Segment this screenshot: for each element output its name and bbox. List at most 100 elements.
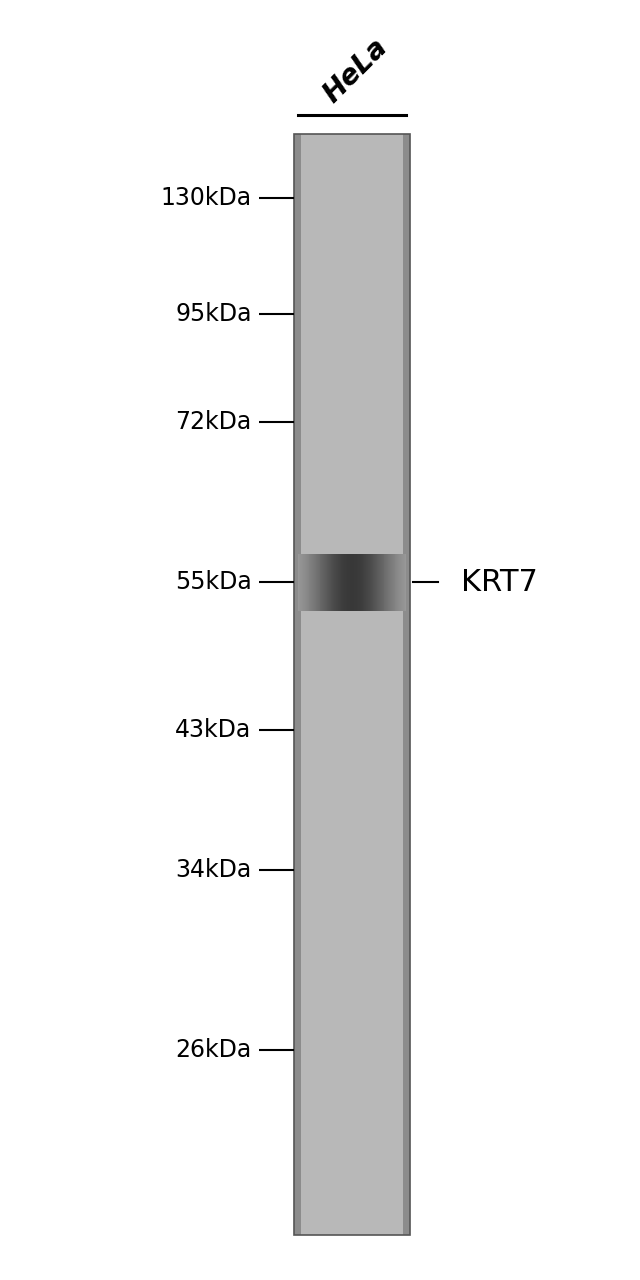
Text: KRT7: KRT7	[461, 568, 538, 596]
Bar	[353, 554, 355, 611]
Bar	[310, 554, 311, 611]
Bar	[388, 554, 389, 611]
Bar	[404, 554, 406, 611]
Bar	[305, 554, 306, 611]
Bar	[358, 554, 359, 611]
Bar	[392, 554, 393, 611]
Bar	[336, 554, 337, 611]
Bar	[316, 554, 317, 611]
Bar	[390, 554, 391, 611]
Bar	[377, 554, 378, 611]
Bar	[312, 554, 313, 611]
Bar	[335, 554, 336, 611]
Bar	[317, 554, 319, 611]
Bar	[340, 554, 342, 611]
Bar	[294, 134, 410, 1235]
Bar	[332, 554, 333, 611]
Bar	[329, 554, 330, 611]
Bar	[301, 554, 302, 611]
Bar	[360, 554, 361, 611]
Bar	[393, 554, 394, 611]
Bar	[368, 554, 369, 611]
Bar	[402, 554, 403, 611]
Text: 34kDa: 34kDa	[175, 859, 252, 882]
Bar	[311, 554, 312, 611]
Bar	[351, 554, 353, 611]
Bar	[401, 554, 402, 611]
Bar	[364, 554, 365, 611]
Text: 95kDa: 95kDa	[175, 302, 252, 325]
Bar	[394, 554, 396, 611]
Bar	[304, 554, 305, 611]
Bar	[298, 554, 300, 611]
Bar	[344, 554, 345, 611]
Bar	[325, 554, 326, 611]
Bar	[379, 554, 380, 611]
Bar	[398, 554, 399, 611]
Bar	[403, 134, 410, 1235]
Bar	[308, 554, 310, 611]
Bar	[326, 554, 327, 611]
Bar	[367, 554, 368, 611]
Bar	[349, 554, 351, 611]
Text: 55kDa: 55kDa	[175, 571, 252, 594]
Bar	[400, 554, 401, 611]
Bar	[302, 554, 303, 611]
Bar	[378, 554, 379, 611]
Bar	[328, 554, 329, 611]
Bar	[330, 554, 332, 611]
Bar	[359, 554, 360, 611]
Bar	[381, 554, 383, 611]
Bar	[380, 554, 381, 611]
Bar	[307, 554, 308, 611]
Bar	[327, 554, 328, 611]
Bar	[385, 554, 387, 611]
Bar	[334, 554, 335, 611]
Bar	[383, 554, 385, 611]
Bar	[294, 134, 301, 1235]
Bar	[371, 554, 372, 611]
Bar	[387, 554, 388, 611]
Bar	[294, 134, 410, 1235]
Text: 43kDa: 43kDa	[175, 718, 252, 741]
Bar	[303, 554, 304, 611]
Bar	[355, 554, 356, 611]
Bar	[306, 554, 307, 611]
Bar	[362, 554, 364, 611]
Bar	[399, 554, 400, 611]
Bar	[374, 554, 375, 611]
Bar	[376, 554, 377, 611]
Text: 130kDa: 130kDa	[161, 187, 252, 210]
Text: 72kDa: 72kDa	[175, 411, 252, 434]
Bar	[389, 554, 390, 611]
Bar	[324, 554, 325, 611]
Bar	[370, 554, 371, 611]
Bar	[343, 554, 344, 611]
Bar	[391, 554, 392, 611]
Bar	[357, 554, 358, 611]
Bar	[315, 554, 316, 611]
Bar	[348, 554, 349, 611]
Bar	[321, 554, 323, 611]
Bar	[403, 554, 404, 611]
Bar	[397, 554, 398, 611]
Text: HeLa: HeLa	[317, 33, 393, 108]
Bar	[338, 554, 339, 611]
Bar	[396, 554, 397, 611]
Bar	[314, 554, 315, 611]
Bar	[337, 554, 338, 611]
Bar	[319, 554, 321, 611]
Bar	[346, 554, 347, 611]
Bar	[365, 554, 366, 611]
Bar	[361, 554, 362, 611]
Bar	[356, 554, 357, 611]
Bar	[369, 554, 370, 611]
Bar	[300, 554, 301, 611]
Bar	[339, 554, 340, 611]
Bar	[347, 554, 348, 611]
Bar	[372, 554, 374, 611]
Bar	[333, 554, 334, 611]
Bar	[313, 554, 314, 611]
Bar	[366, 554, 367, 611]
Text: 26kDa: 26kDa	[175, 1038, 252, 1061]
